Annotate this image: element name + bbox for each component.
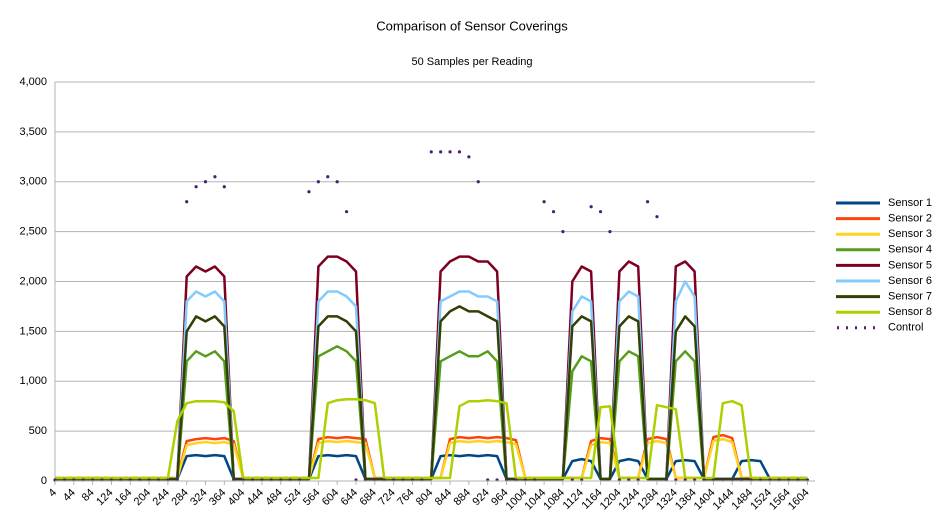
data-point [316,180,320,184]
data-point [203,180,208,184]
data-point [429,150,433,154]
data-point [448,150,452,154]
legend-label: Sensor 7 [888,291,932,303]
y-tick-label: 2,500 [19,226,47,238]
y-tick-label: 0 [41,475,47,487]
data-point [476,180,480,184]
data-point [335,180,339,184]
y-tick-label: 2,000 [19,275,47,287]
legend-label: Sensor 3 [888,228,932,240]
data-point [222,185,226,189]
legend-label: Control [888,322,923,334]
data-point [645,200,650,204]
y-tick-label: 1,000 [19,375,47,387]
data-point [213,175,217,179]
data-point [542,200,546,204]
data-point [344,210,349,214]
data-point [326,175,330,179]
data-point [551,210,556,214]
legend-label: Sensor 6 [888,275,932,287]
data-point [307,190,311,194]
y-tick-label: 3,500 [19,126,47,138]
legend-label: Sensor 2 [888,213,932,225]
data-point [598,210,603,214]
legend-label: Sensor 8 [888,306,932,318]
chart-title: Comparison of Sensor Coverings [376,18,568,33]
data-point [561,230,565,234]
data-point [608,230,612,234]
y-tick-label: 3,000 [19,176,47,188]
y-tick-label: 1,500 [19,325,47,337]
series-line [55,397,808,480]
y-tick-label: 4,000 [19,76,47,88]
data-point [655,215,659,219]
data-point [439,150,443,154]
data-point [467,155,471,159]
data-point [185,200,189,204]
data-point [194,185,198,189]
legend-label: Sensor 4 [888,244,932,256]
chart-subtitle: 50 Samples per Reading [411,56,532,68]
legend-label: Sensor 1 [888,197,932,209]
legend-label: Sensor 5 [888,259,932,271]
data-point [589,205,593,209]
y-tick-label: 500 [29,425,47,437]
data-point [457,150,462,154]
